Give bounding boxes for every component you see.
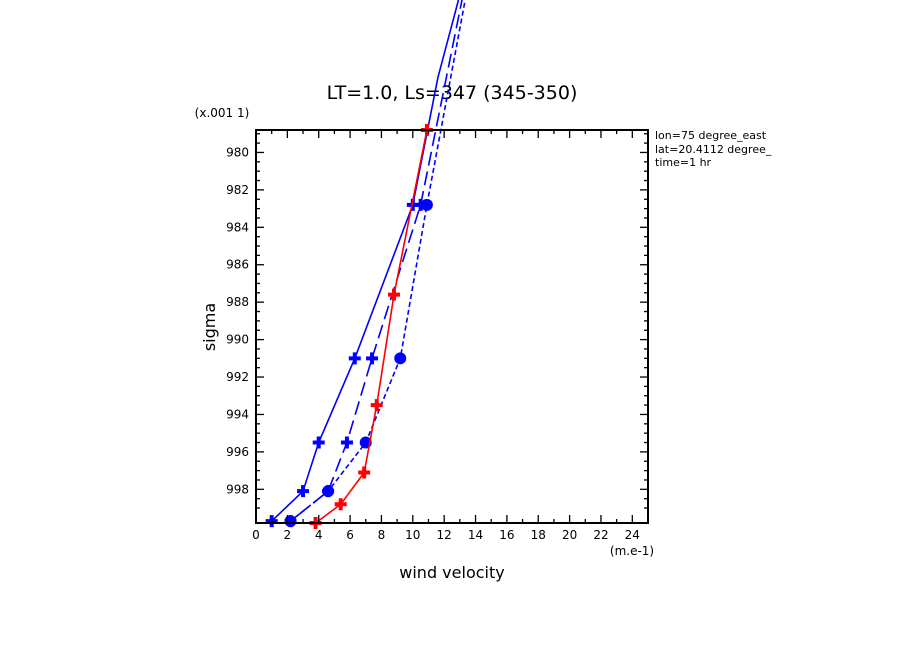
x-tick-label: 18: [531, 528, 546, 542]
x-axis-label: wind velocity: [399, 563, 504, 582]
y-tick-label: 998: [226, 482, 249, 496]
y-tick-label: 990: [226, 333, 249, 347]
x-tick-label: 8: [378, 528, 386, 542]
x-tick-label: 12: [437, 528, 452, 542]
y-tick-label: 996: [226, 445, 249, 459]
series-1-marker: [312, 436, 325, 449]
x-unit-label: (m.e-1): [610, 544, 654, 558]
x-tick-label: 10: [405, 528, 420, 542]
y-tick-label: 980: [226, 145, 249, 159]
x-tick-label: 16: [499, 528, 514, 542]
series-1: [265, 0, 460, 528]
annotation-time: time=1 hr: [655, 156, 712, 169]
series-4-marker: [358, 466, 371, 479]
y-scale-label: (x.001 1): [195, 106, 250, 120]
x-tick-label: 20: [562, 528, 577, 542]
series-4: [309, 124, 433, 529]
series-4-marker: [370, 399, 383, 412]
x-tick-label: 2: [284, 528, 292, 542]
series-layer: [265, 0, 466, 529]
y-tick-label: 986: [226, 258, 249, 272]
series-3-line: [290, 0, 466, 522]
series-3-marker: [420, 198, 433, 211]
series-3: [284, 0, 466, 528]
x-tick-label: 0: [252, 528, 260, 542]
axes-layer: 0 2 4 6 8 10 12 14 16 18 20 22 249809829849869889909…: [226, 130, 649, 542]
series-1-marker: [348, 352, 361, 365]
y-tick-label: 984: [226, 220, 249, 234]
y-tick-label: 992: [226, 370, 249, 384]
plot-frame: [255, 129, 649, 524]
series-2-marker: [340, 436, 353, 449]
annotation-lat: lat=20.4112 degree_: [655, 143, 772, 156]
series-4-marker: [387, 288, 400, 301]
series-4-line: [315, 129, 428, 524]
chart-title: LT=1.0, Ls=347 (345-350): [327, 82, 578, 104]
series-3-marker: [284, 515, 297, 528]
series-1-marker: [297, 485, 310, 498]
x-tick-label: 24: [625, 528, 640, 542]
series-2-marker: [366, 352, 379, 365]
x-tick-label: 22: [593, 528, 608, 542]
y-tick-label: 988: [226, 295, 249, 309]
x-tick-label: 4: [315, 528, 323, 542]
y-axis-label: sigma: [200, 303, 219, 351]
series-3-marker: [394, 352, 407, 365]
series-3-marker: [322, 485, 335, 498]
x-tick-label: 6: [346, 528, 354, 542]
x-tick-label: 14: [468, 528, 483, 542]
y-tick-label: 994: [226, 407, 249, 421]
series-4-marker: [334, 498, 347, 511]
annotation-lon: lon=75 degree_east: [655, 129, 767, 142]
series-2: [284, 0, 463, 528]
y-tick-label: 982: [226, 183, 249, 197]
